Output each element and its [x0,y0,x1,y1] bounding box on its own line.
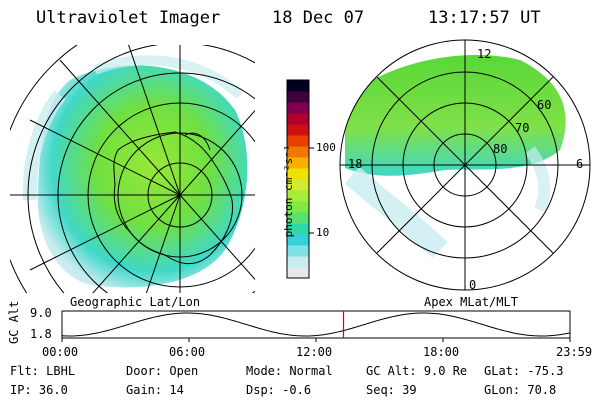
timeline-x-tick-3: 18:00 [423,345,460,359]
timeline-x-tick-0: 00:00 [42,345,79,359]
colorbar-swatch [287,179,309,191]
colorbar-tick-10: 10 [316,226,330,239]
status-seq: Seq: 39 [366,383,417,397]
colorbar-swatch [287,124,309,136]
aurora-oval-mag [345,54,566,176]
flt-value: LBHL [46,364,76,378]
instrument-title: Ultraviolet Imager [36,8,221,28]
status-dsp: Dsp: -0.6 [246,383,312,397]
glat-value: -75.3 [527,364,564,378]
colorbar-swatch [287,190,309,202]
status-gcalt: GC Alt: 9.0 Re [366,364,468,378]
colorbar-swatch [287,201,309,213]
antarctica-coastline [113,131,234,265]
colorbar-swatch [287,157,309,169]
status-glon: GLon: 70.8 [484,383,557,397]
gcalt-value: 9.0 Re [423,364,468,378]
time-label: 13:17:57 UT [428,8,541,28]
colorbar-tick-100: 100 [316,141,336,154]
mlt-label-12: 12 [477,47,492,61]
status-mode: Mode: Normal [246,364,333,378]
timeline-x-tick-1: 06:00 [169,345,206,359]
timeline-y-axis-label: GC Alt [7,300,21,344]
ip-value: 36.0 [38,383,68,397]
timeline-y-tick-min: 1.8 [30,327,52,341]
seq-value: 39 [402,383,417,397]
colorbar-swatch [287,80,309,92]
status-door: Door: Open [126,364,199,378]
colorbar-swatch [287,267,309,279]
colorbar-unit-label: photon cm⁻²s⁻¹ [282,144,295,238]
mode-value: Normal [289,364,333,378]
colorbar-swatch [287,135,309,147]
altitude-timeline [61,310,571,342]
colorbar [287,80,309,279]
date-label: 18 Dec 07 [272,8,365,28]
apex-caption: Apex MLat/MLT [424,295,518,309]
timeline-x-tick-4: 23:59 [556,345,593,359]
colorbar-swatch [287,102,309,114]
door-value: Open [169,364,199,378]
geographic-caption: Geographic Lat/Lon [70,295,201,309]
colorbar-swatch [287,256,309,268]
mlat-label-60: 60 [537,98,552,112]
glon-value: 70.8 [527,383,557,397]
timeline-x-tick-2: 12:00 [296,345,333,359]
status-ip: IP: 36.0 [10,383,68,397]
status-glat: GLat: -75.3 [484,364,564,378]
colorbar-swatch [287,91,309,103]
gain-value: 14 [169,383,184,397]
status-flt: Flt: LBHL [10,364,76,378]
mlt-label-0: 0 [469,278,477,292]
geographic-map [10,45,255,293]
mlt-label-18: 18 [348,157,363,171]
colorbar-swatch [287,234,309,246]
mlat-label-70: 70 [515,121,530,135]
geo-grid [10,45,255,293]
mag-grid [339,39,591,291]
colorbar-swatch [287,146,309,158]
mlat-label-80: 80 [493,142,508,156]
colorbar-swatch [287,223,309,235]
timeline-y-tick-max: 9.0 [30,306,52,320]
status-gain: Gain: 14 [126,383,184,397]
colorbar-swatch [287,113,309,125]
colorbar-swatch [287,168,309,180]
colorbar-swatch [287,212,309,224]
dsp-value: -0.6 [282,383,312,397]
mlt-label-6: 6 [576,157,584,171]
mlat-mlt-map [344,54,566,258]
colorbar-swatch [287,245,309,257]
